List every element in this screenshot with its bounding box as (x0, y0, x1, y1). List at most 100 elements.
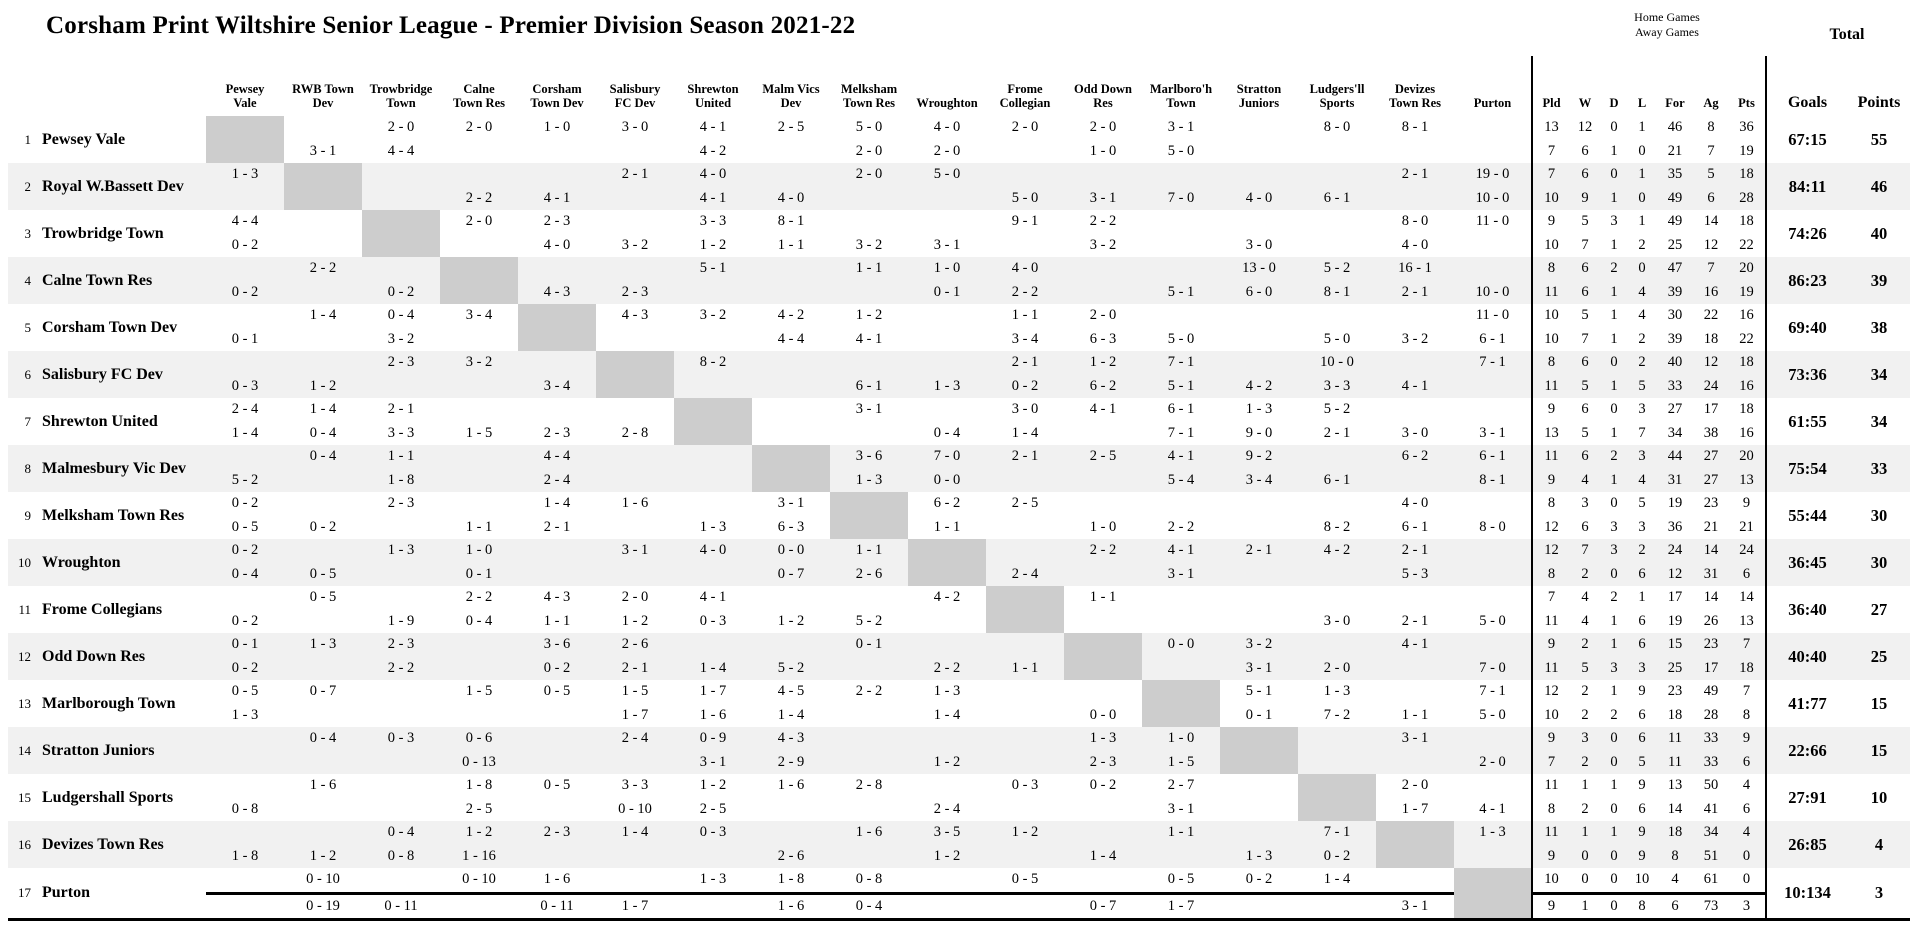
goals-total: 36:40 (1765, 586, 1848, 633)
total-label: Total (1829, 26, 1865, 43)
home-stat-cell: 30 (1667, 307, 1683, 323)
home-result-cell: 0 - 5 (309, 589, 337, 605)
away-stat-cell: 25 (1656, 656, 1694, 680)
team-name: Malmesbury Vic Dev (38, 445, 206, 492)
away-stat-cell: 6 (1656, 893, 1694, 921)
away-result-cell: 2 - 4 (518, 468, 596, 492)
away-result-cell (362, 186, 440, 210)
home-result-cell: 8 - 2 (674, 351, 752, 375)
home-result-cell: 1 - 0 (908, 257, 986, 281)
home-result-cell: 6 - 1 (1167, 401, 1195, 417)
home-result-cell: 3 - 4 (465, 307, 493, 323)
goals-total: 36:45 (1765, 539, 1848, 586)
home-result-cell: 0 - 2 (1089, 777, 1117, 793)
away-stat-cell: 9 (1531, 893, 1570, 921)
home-result-cell: 2 - 6 (596, 633, 674, 657)
away-result-cell (362, 562, 440, 586)
away-stat-cell: 1 (1570, 893, 1600, 921)
home-stat-cell: 2 (1570, 633, 1600, 657)
home-result-cell: 3 - 6 (518, 633, 596, 657)
home-result-cell: 13 - 0 (1220, 257, 1298, 281)
away-result-cell (1220, 893, 1298, 921)
home-stat-cell: 24 (1656, 539, 1694, 563)
opponent-header: Malm Vics Dev (762, 82, 820, 110)
away-result-cell: 0 - 2 (1298, 844, 1376, 868)
page-title: Corsham Print Wiltshire Senior League - … (46, 12, 856, 39)
home-result-cell (206, 727, 284, 751)
away-stat-cell: 0 (1628, 186, 1656, 210)
home-result-cell: 0 - 0 (752, 539, 830, 563)
away-result-cell: 3 - 4 (1220, 468, 1298, 492)
home-result-cell: 1 - 2 (855, 307, 883, 323)
away-result-cell: 2 - 3 (543, 424, 571, 441)
home-stat-cell: 9 (1628, 821, 1656, 845)
home-stat-cell: 1 (1628, 163, 1656, 187)
away-stat-cell: 6 (1638, 612, 1646, 629)
away-result-cell (1376, 656, 1454, 680)
away-stat-cell: 16 (1694, 280, 1728, 304)
away-result-cell: 0 - 10 (618, 800, 652, 817)
away-result-cell: 1 - 2 (777, 612, 805, 629)
away-stat-cell: 24 (1694, 374, 1728, 398)
opponent-header: Odd Down Res (1073, 82, 1132, 110)
away-result-cell: 0 - 8 (362, 844, 440, 868)
away-stat-cell: 12 (1531, 515, 1570, 539)
home-result-cell (1220, 774, 1298, 798)
home-result-cell (908, 304, 986, 328)
away-stat-cell: 2 (1581, 706, 1589, 723)
opponent-header: Melksham Town Res (840, 82, 898, 110)
away-stat-cell: 1 (1610, 142, 1618, 159)
away-result-cell: 5 - 2 (752, 656, 830, 680)
home-result-cell: 5 - 2 (1323, 401, 1351, 417)
home-stat-cell: 23 (1703, 495, 1719, 511)
diagonal-cell (1454, 868, 1532, 921)
points-total: 33 (1848, 445, 1910, 492)
away-stat-cell: 31 (1656, 468, 1694, 492)
away-stat-cell: 11 (1531, 656, 1570, 680)
team-name: Shrewton United (42, 412, 158, 430)
home-result-cell: 5 - 1 (674, 257, 752, 281)
home-result-cell: 2 - 0 (1401, 777, 1429, 793)
home-stat-cell: 20 (1728, 257, 1766, 281)
diagonal-cell (362, 210, 440, 257)
away-result-cell (830, 280, 908, 304)
away-stat-cell: 5 (1628, 374, 1656, 398)
home-stat-cell: 9 (1742, 495, 1751, 511)
away-result-cell: 3 - 0 (1323, 612, 1351, 629)
away-result-cell (986, 750, 1064, 774)
home-stat-cell: 4 (1581, 589, 1589, 605)
home-stat-cell: 0 (1600, 727, 1628, 751)
home-result-cell: 1 - 6 (777, 777, 805, 793)
home-result-cell: 5 - 0 (855, 119, 883, 135)
away-stat-cell: 4 (1628, 280, 1656, 304)
team-name: Melksham Town Res (42, 506, 185, 524)
home-result-cell (1064, 163, 1142, 187)
away-result-cell (518, 798, 596, 822)
away-stat-cell: 12 (1703, 236, 1719, 253)
home-stat-cell: 18 (1656, 821, 1694, 845)
away-result-cell: 3 - 1 (1479, 424, 1506, 441)
team-name: Salisbury FC Dev (38, 351, 206, 398)
away-result-cell: 2 - 6 (830, 562, 908, 586)
home-result-cell: 1 - 6 (830, 821, 908, 845)
away-result-cell (830, 750, 908, 774)
away-stat-cell: 1 (1610, 612, 1618, 629)
points-total: 15 (1848, 727, 1910, 774)
opponent-header: RWB Town Dev (292, 82, 354, 110)
away-result-cell: 1 - 7 (1401, 800, 1429, 817)
home-result-cell: 4 - 5 (777, 683, 805, 699)
home-result-cell: 5 - 1 (1245, 683, 1273, 699)
away-result-cell: 0 - 8 (231, 800, 259, 817)
away-stat-cell: 14 (1667, 800, 1683, 817)
away-result-cell: 5 - 0 (1479, 706, 1506, 723)
home-result-cell: 4 - 1 (1142, 445, 1220, 469)
away-stat-cell: 21 (1739, 518, 1754, 535)
away-result-cell: 7 - 0 (1454, 656, 1532, 680)
away-result-cell: 0 - 11 (518, 893, 596, 921)
away-result-cell (440, 328, 518, 352)
team-rank: 14 (8, 727, 38, 774)
away-result-cell (986, 140, 1064, 164)
away-result-cell: 2 - 0 (1454, 750, 1532, 774)
home-stat-cell: 9 (1531, 633, 1570, 657)
home-result-cell (830, 210, 908, 234)
